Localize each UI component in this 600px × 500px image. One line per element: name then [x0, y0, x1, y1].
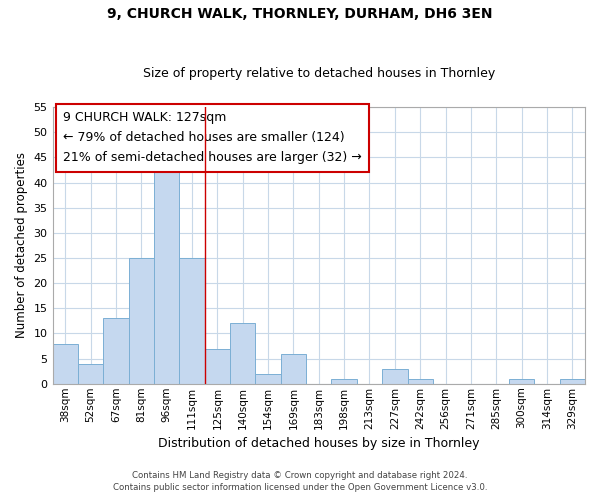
Bar — [230, 324, 256, 384]
Bar — [382, 368, 407, 384]
Bar — [256, 374, 281, 384]
X-axis label: Distribution of detached houses by size in Thornley: Distribution of detached houses by size … — [158, 437, 479, 450]
Text: 9 CHURCH WALK: 127sqm
← 79% of detached houses are smaller (124)
21% of semi-det: 9 CHURCH WALK: 127sqm ← 79% of detached … — [63, 111, 362, 164]
Bar — [78, 364, 103, 384]
Bar — [509, 378, 534, 384]
Title: Size of property relative to detached houses in Thornley: Size of property relative to detached ho… — [143, 66, 495, 80]
Bar — [179, 258, 205, 384]
Text: 9, CHURCH WALK, THORNLEY, DURHAM, DH6 3EN: 9, CHURCH WALK, THORNLEY, DURHAM, DH6 3E… — [107, 8, 493, 22]
Bar — [281, 354, 306, 384]
Y-axis label: Number of detached properties: Number of detached properties — [15, 152, 28, 338]
Bar — [407, 378, 433, 384]
Bar — [560, 378, 585, 384]
Bar — [53, 344, 78, 384]
Bar — [103, 318, 128, 384]
Text: Contains HM Land Registry data © Crown copyright and database right 2024.
Contai: Contains HM Land Registry data © Crown c… — [113, 471, 487, 492]
Bar — [128, 258, 154, 384]
Bar — [331, 378, 357, 384]
Bar — [205, 348, 230, 384]
Bar — [154, 152, 179, 384]
